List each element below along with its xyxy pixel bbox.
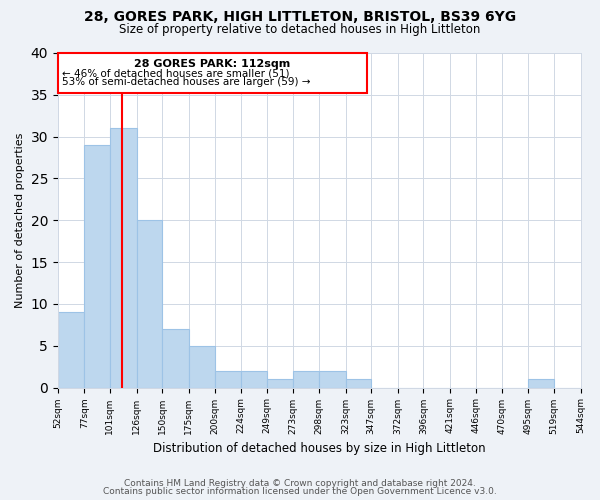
Text: 28 GORES PARK: 112sqm: 28 GORES PARK: 112sqm — [134, 59, 290, 69]
Bar — [267, 379, 293, 388]
X-axis label: Distribution of detached houses by size in High Littleton: Distribution of detached houses by size … — [153, 442, 485, 455]
Y-axis label: Number of detached properties: Number of detached properties — [15, 132, 25, 308]
Bar — [85, 145, 110, 388]
Bar — [162, 329, 188, 388]
Bar — [188, 346, 215, 388]
Bar — [241, 371, 267, 388]
Bar — [346, 379, 371, 388]
Bar — [529, 379, 554, 388]
Text: Size of property relative to detached houses in High Littleton: Size of property relative to detached ho… — [119, 22, 481, 36]
Text: Contains HM Land Registry data © Crown copyright and database right 2024.: Contains HM Land Registry data © Crown c… — [124, 478, 476, 488]
Text: ← 46% of detached houses are smaller (51): ← 46% of detached houses are smaller (51… — [62, 68, 290, 78]
Bar — [137, 220, 162, 388]
Bar — [58, 312, 85, 388]
Text: Contains public sector information licensed under the Open Government Licence v3: Contains public sector information licen… — [103, 487, 497, 496]
Text: 53% of semi-detached houses are larger (59) →: 53% of semi-detached houses are larger (… — [62, 78, 311, 88]
Text: 28, GORES PARK, HIGH LITTLETON, BRISTOL, BS39 6YG: 28, GORES PARK, HIGH LITTLETON, BRISTOL,… — [84, 10, 516, 24]
Bar — [58, 53, 367, 93]
Bar — [110, 128, 137, 388]
Bar — [215, 371, 241, 388]
Bar — [319, 371, 346, 388]
Bar — [293, 371, 319, 388]
